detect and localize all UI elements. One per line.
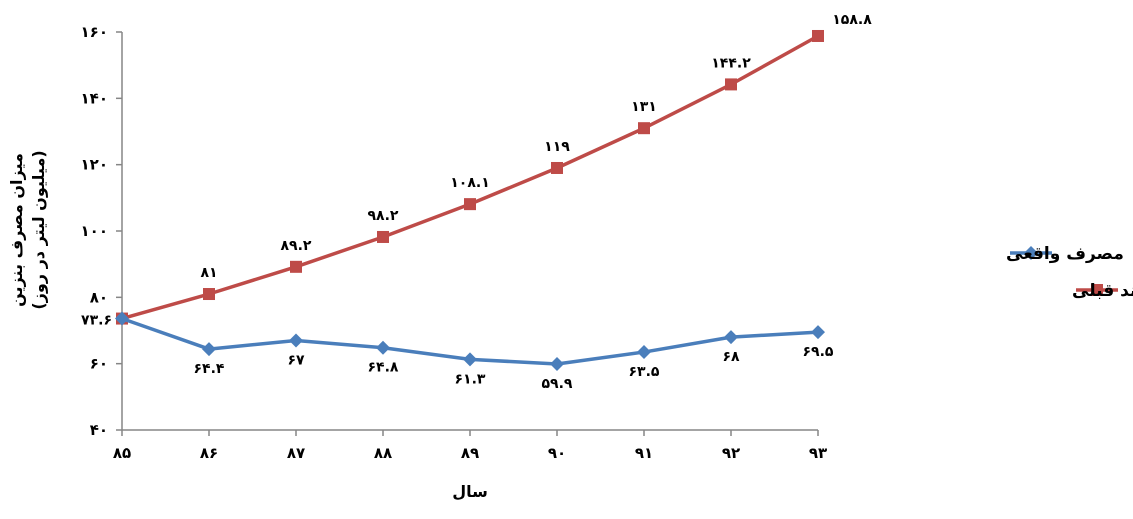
x-tick-label: ۹۱ bbox=[635, 444, 653, 462]
x-axis-ticks: ۸۵ ۸۶ ۸۷ ۸۸ ۸۹ ۹۰ ۹۱ ۹۲ ۹۳ bbox=[113, 430, 827, 462]
y-tick-label: ۱۲۰ bbox=[81, 156, 108, 174]
x-tick-label: ۹۲ bbox=[722, 444, 740, 462]
x-tick-label: ۸۵ bbox=[113, 444, 131, 462]
data-label-trend: ۱۱۹ bbox=[544, 139, 570, 155]
y-axis-ticks: ۴۰ ۶۰ ۸۰ ۱۰۰ ۱۲۰ ۱۴۰ ۱۶۰ bbox=[81, 23, 122, 439]
legend-item-actual: مصرف واقعی bbox=[1006, 244, 1124, 264]
data-point-actual bbox=[376, 340, 390, 355]
data-label-actual: ۶۴.۴ bbox=[194, 361, 225, 377]
data-point-actual bbox=[811, 325, 825, 340]
data-labels-layer: ۷۳.۶ ۶۴.۴ ۶۷ ۶۴.۸ ۶۱.۳ ۵۹.۹ ۶۳.۵ ۶۸ ۶۹.۵ ۸۱ ۸۹.۲ ۹۸… bbox=[81, 12, 872, 392]
x-tick-label: ۸۹ bbox=[461, 444, 479, 462]
x-tick-label: ۸۶ bbox=[200, 444, 218, 462]
data-label-trend: ۱۴۴.۲ bbox=[711, 55, 751, 71]
x-tick-label: ۹۳ bbox=[809, 444, 827, 462]
data-point-actual bbox=[202, 342, 216, 357]
data-label-actual: ۶۸ bbox=[722, 349, 740, 365]
legend-label-actual: مصرف واقعی bbox=[1006, 244, 1124, 264]
data-point-trend bbox=[377, 230, 389, 243]
data-label-actual: ۶۳.۵ bbox=[629, 364, 660, 380]
x-axis-title: سال bbox=[452, 482, 488, 501]
data-point-trend bbox=[812, 29, 824, 42]
series-layer bbox=[115, 29, 825, 371]
data-point-trend bbox=[203, 288, 215, 301]
data-point-actual bbox=[724, 330, 738, 345]
x-tick-label: ۹۰ bbox=[548, 444, 566, 462]
data-label-actual: ۵۹.۹ bbox=[542, 376, 573, 392]
y-tick-label: ۴۰ bbox=[90, 421, 108, 439]
data-label-actual: ۶۴.۸ bbox=[368, 360, 399, 376]
data-label-trend: ۸۹.۲ bbox=[281, 238, 312, 254]
data-label-trend: ۱۵۸.۸ bbox=[832, 12, 872, 28]
y-tick-label: ۱۴۰ bbox=[81, 89, 108, 107]
y-tick-label: ۱۶۰ bbox=[81, 23, 108, 41]
y-axis-title-line1: میزان مصرف بنزین bbox=[7, 153, 26, 307]
data-point-trend bbox=[464, 198, 476, 211]
data-label-trend: ۹۸.۲ bbox=[368, 208, 399, 224]
x-tick-label: ۸۸ bbox=[374, 444, 392, 462]
data-point-actual bbox=[115, 311, 129, 326]
legend-diamond-icon bbox=[1024, 246, 1038, 260]
data-label-actual: ۷۳.۶ bbox=[81, 313, 112, 329]
data-label-actual: ۶۱.۳ bbox=[455, 371, 486, 387]
data-label-actual: ۶۷ bbox=[287, 352, 305, 368]
data-point-trend bbox=[638, 122, 650, 135]
data-point-actual bbox=[463, 352, 477, 367]
data-point-actual bbox=[289, 333, 303, 348]
data-point-trend bbox=[551, 161, 563, 174]
y-tick-label: ۸۰ bbox=[90, 288, 108, 306]
data-point-trend bbox=[725, 78, 737, 91]
data-point-actual bbox=[637, 345, 651, 360]
x-tick-label: ۸۷ bbox=[287, 444, 305, 462]
y-tick-label: ۱۰۰ bbox=[81, 222, 108, 240]
legend: مصرف واقعی مصرف با استمرار روند قبلی bbox=[1006, 244, 1133, 301]
legend-square-icon bbox=[1091, 284, 1103, 296]
data-label-trend: ۱۳۱ bbox=[631, 99, 657, 115]
legend-item-trend: مصرف با استمرار روند قبلی bbox=[1072, 281, 1133, 301]
data-label-trend: ۱۰۸.۱ bbox=[450, 175, 490, 191]
data-point-actual bbox=[550, 356, 564, 371]
data-label-actual: ۶۹.۵ bbox=[803, 344, 834, 360]
y-tick-label: ۶۰ bbox=[90, 355, 108, 373]
data-label-trend: ۸۱ bbox=[200, 265, 217, 281]
legend-label-trend: مصرف با استمرار روند قبلی bbox=[1072, 281, 1133, 301]
y-axis-title-line2: (میلیون لیتر در روز) bbox=[29, 150, 48, 309]
data-point-trend bbox=[290, 260, 302, 273]
